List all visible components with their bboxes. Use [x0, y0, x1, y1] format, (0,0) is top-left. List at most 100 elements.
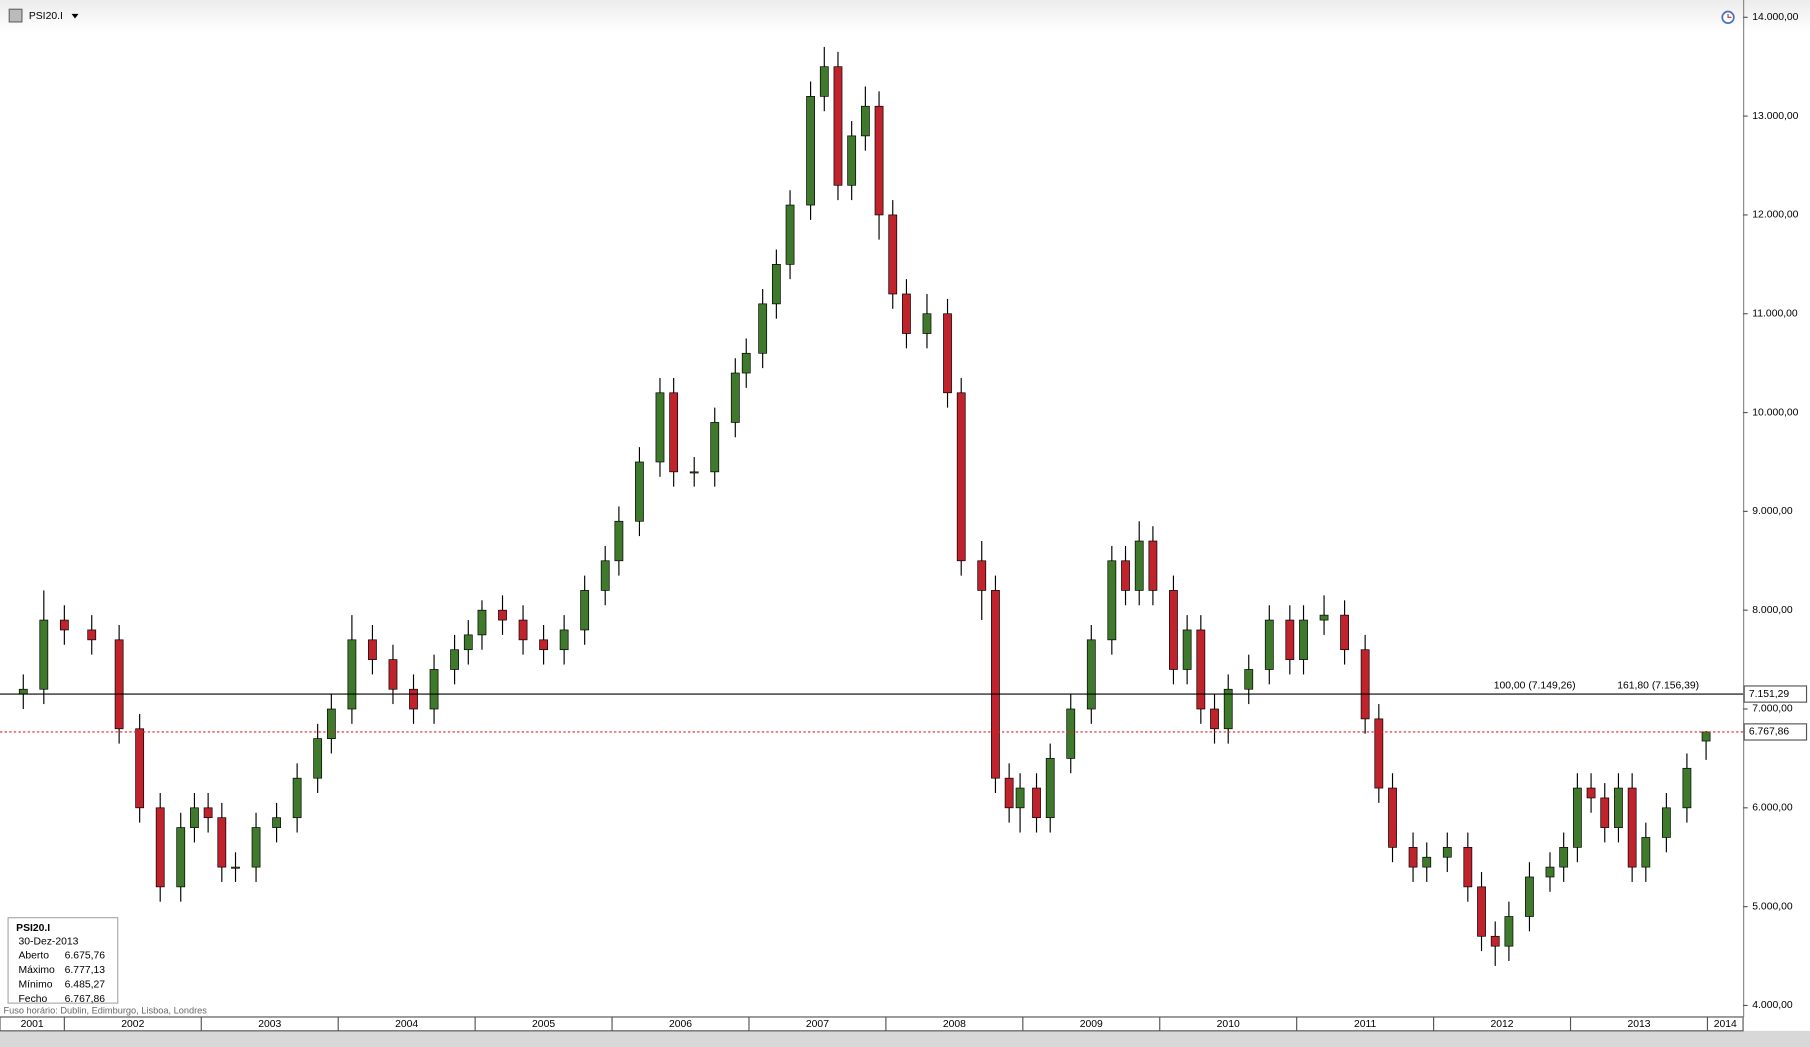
candle-body	[409, 688, 418, 710]
candle-body	[1422, 856, 1432, 868]
candle-body	[1586, 787, 1596, 799]
candle-body	[1600, 797, 1610, 828]
candle-body	[741, 352, 751, 374]
x-tick-label: 2008	[943, 1019, 966, 1030]
candle-body	[1614, 787, 1623, 828]
y-tick-label: 8.000,00	[1752, 605, 1793, 616]
info-date: 30-Dez-2013	[18, 937, 78, 948]
dropdown-arrow[interactable]	[71, 13, 79, 19]
candle-body	[730, 372, 740, 423]
level-tag-label: 6.767,86	[1749, 727, 1790, 738]
symbol-icon[interactable]	[8, 8, 23, 23]
candle-body	[1004, 777, 1014, 809]
x-tick-label: 2012	[1491, 1019, 1514, 1030]
candle-body	[347, 639, 357, 710]
candle-body	[1045, 758, 1055, 819]
candle-body	[1682, 767, 1692, 809]
candle-body	[600, 560, 610, 591]
candle-body	[190, 807, 199, 828]
y-tick-label: 13.000,00	[1752, 111, 1798, 122]
candle-body	[860, 105, 870, 137]
candle-body	[1340, 614, 1349, 651]
candle-body	[1066, 708, 1076, 759]
candle-body	[292, 777, 302, 819]
y-tick-label: 11.000,00	[1752, 308, 1798, 319]
candle-body	[59, 619, 69, 631]
info-value: 6.675,76	[65, 951, 106, 962]
candle-body	[135, 728, 145, 809]
candle-body	[114, 639, 124, 730]
x-tick-label: 2001	[21, 1019, 44, 1030]
level-annotation: 100,00 (7.149,26)	[1494, 681, 1576, 692]
candle-body	[710, 422, 720, 473]
candle-body	[87, 629, 97, 641]
candle-body	[1299, 619, 1308, 660]
candle-body	[388, 659, 398, 690]
x-tick-label: 2013	[1627, 1019, 1650, 1030]
y-tick-label: 5.000,00	[1752, 901, 1793, 912]
y-tick-label: 4.000,00	[1752, 1000, 1793, 1011]
symbol-label[interactable]: PSI20.I	[29, 11, 63, 22]
candle-body	[1169, 590, 1178, 670]
candle-body	[463, 634, 473, 651]
info-value: 6.777,13	[65, 965, 106, 976]
x-tick-label: 2011	[1354, 1019, 1377, 1030]
candle-body	[1442, 846, 1452, 858]
candle-body	[977, 560, 987, 591]
candle-body	[847, 135, 857, 186]
candle-body	[272, 817, 281, 828]
candle-body	[806, 96, 815, 206]
x-tick-label: 2005	[532, 1019, 555, 1030]
candle-body	[326, 708, 336, 739]
candle-body	[888, 214, 898, 295]
candle-body	[1182, 629, 1192, 670]
candle-body	[1490, 935, 1500, 947]
candle-body	[956, 392, 966, 562]
candle-body	[1032, 787, 1041, 819]
candle-body	[1319, 614, 1329, 621]
candle-body	[580, 590, 590, 631]
candle-body	[217, 817, 227, 868]
candle-body	[518, 619, 528, 641]
candle-body	[1264, 619, 1274, 670]
candle-body	[231, 866, 240, 869]
x-tick-label: 2002	[121, 1019, 144, 1030]
y-tick-label: 7.000,00	[1752, 704, 1793, 715]
candle-body	[1107, 560, 1117, 641]
candle-body	[559, 629, 569, 651]
candle-body	[176, 827, 186, 888]
y-tick-label: 6.000,00	[1752, 803, 1793, 814]
candle-body	[819, 66, 829, 97]
x-tick-label: 2009	[1080, 1019, 1103, 1030]
candle-body	[1360, 649, 1370, 720]
candle-body	[902, 293, 911, 334]
candle-body	[1572, 787, 1582, 848]
candle-body	[758, 303, 768, 354]
level-tag-label: 7.151,29	[1749, 689, 1790, 700]
y-tick-label: 9.000,00	[1752, 506, 1793, 517]
level-tag	[1743, 723, 1808, 741]
candle-body	[498, 609, 507, 621]
x-tick-label: 2007	[806, 1019, 829, 1030]
header-bar	[0, 0, 1810, 33]
info-label: Fecho	[18, 994, 47, 1005]
info-symbol: PSI20.I	[16, 923, 50, 934]
candle-body	[833, 66, 843, 186]
candle-body	[1463, 846, 1473, 888]
candle-body	[874, 105, 884, 216]
candle-body	[1210, 708, 1219, 730]
candle-body	[1661, 807, 1671, 838]
candle-body	[429, 669, 439, 710]
candle-body	[1374, 718, 1384, 789]
y-tick-label: 10.000,00	[1752, 407, 1798, 418]
candle-body	[39, 619, 49, 690]
plot	[18, 46, 1711, 966]
candle-body	[1641, 837, 1651, 868]
candle-body	[771, 263, 781, 305]
candle-body	[1559, 846, 1569, 868]
candle-body	[1627, 787, 1637, 868]
candle-body	[1504, 916, 1514, 947]
candle-body	[450, 649, 459, 670]
info-panel: PSI20.I 30-Dez-2013 Aberto 6.675,76 Máximo…	[7, 917, 119, 1005]
